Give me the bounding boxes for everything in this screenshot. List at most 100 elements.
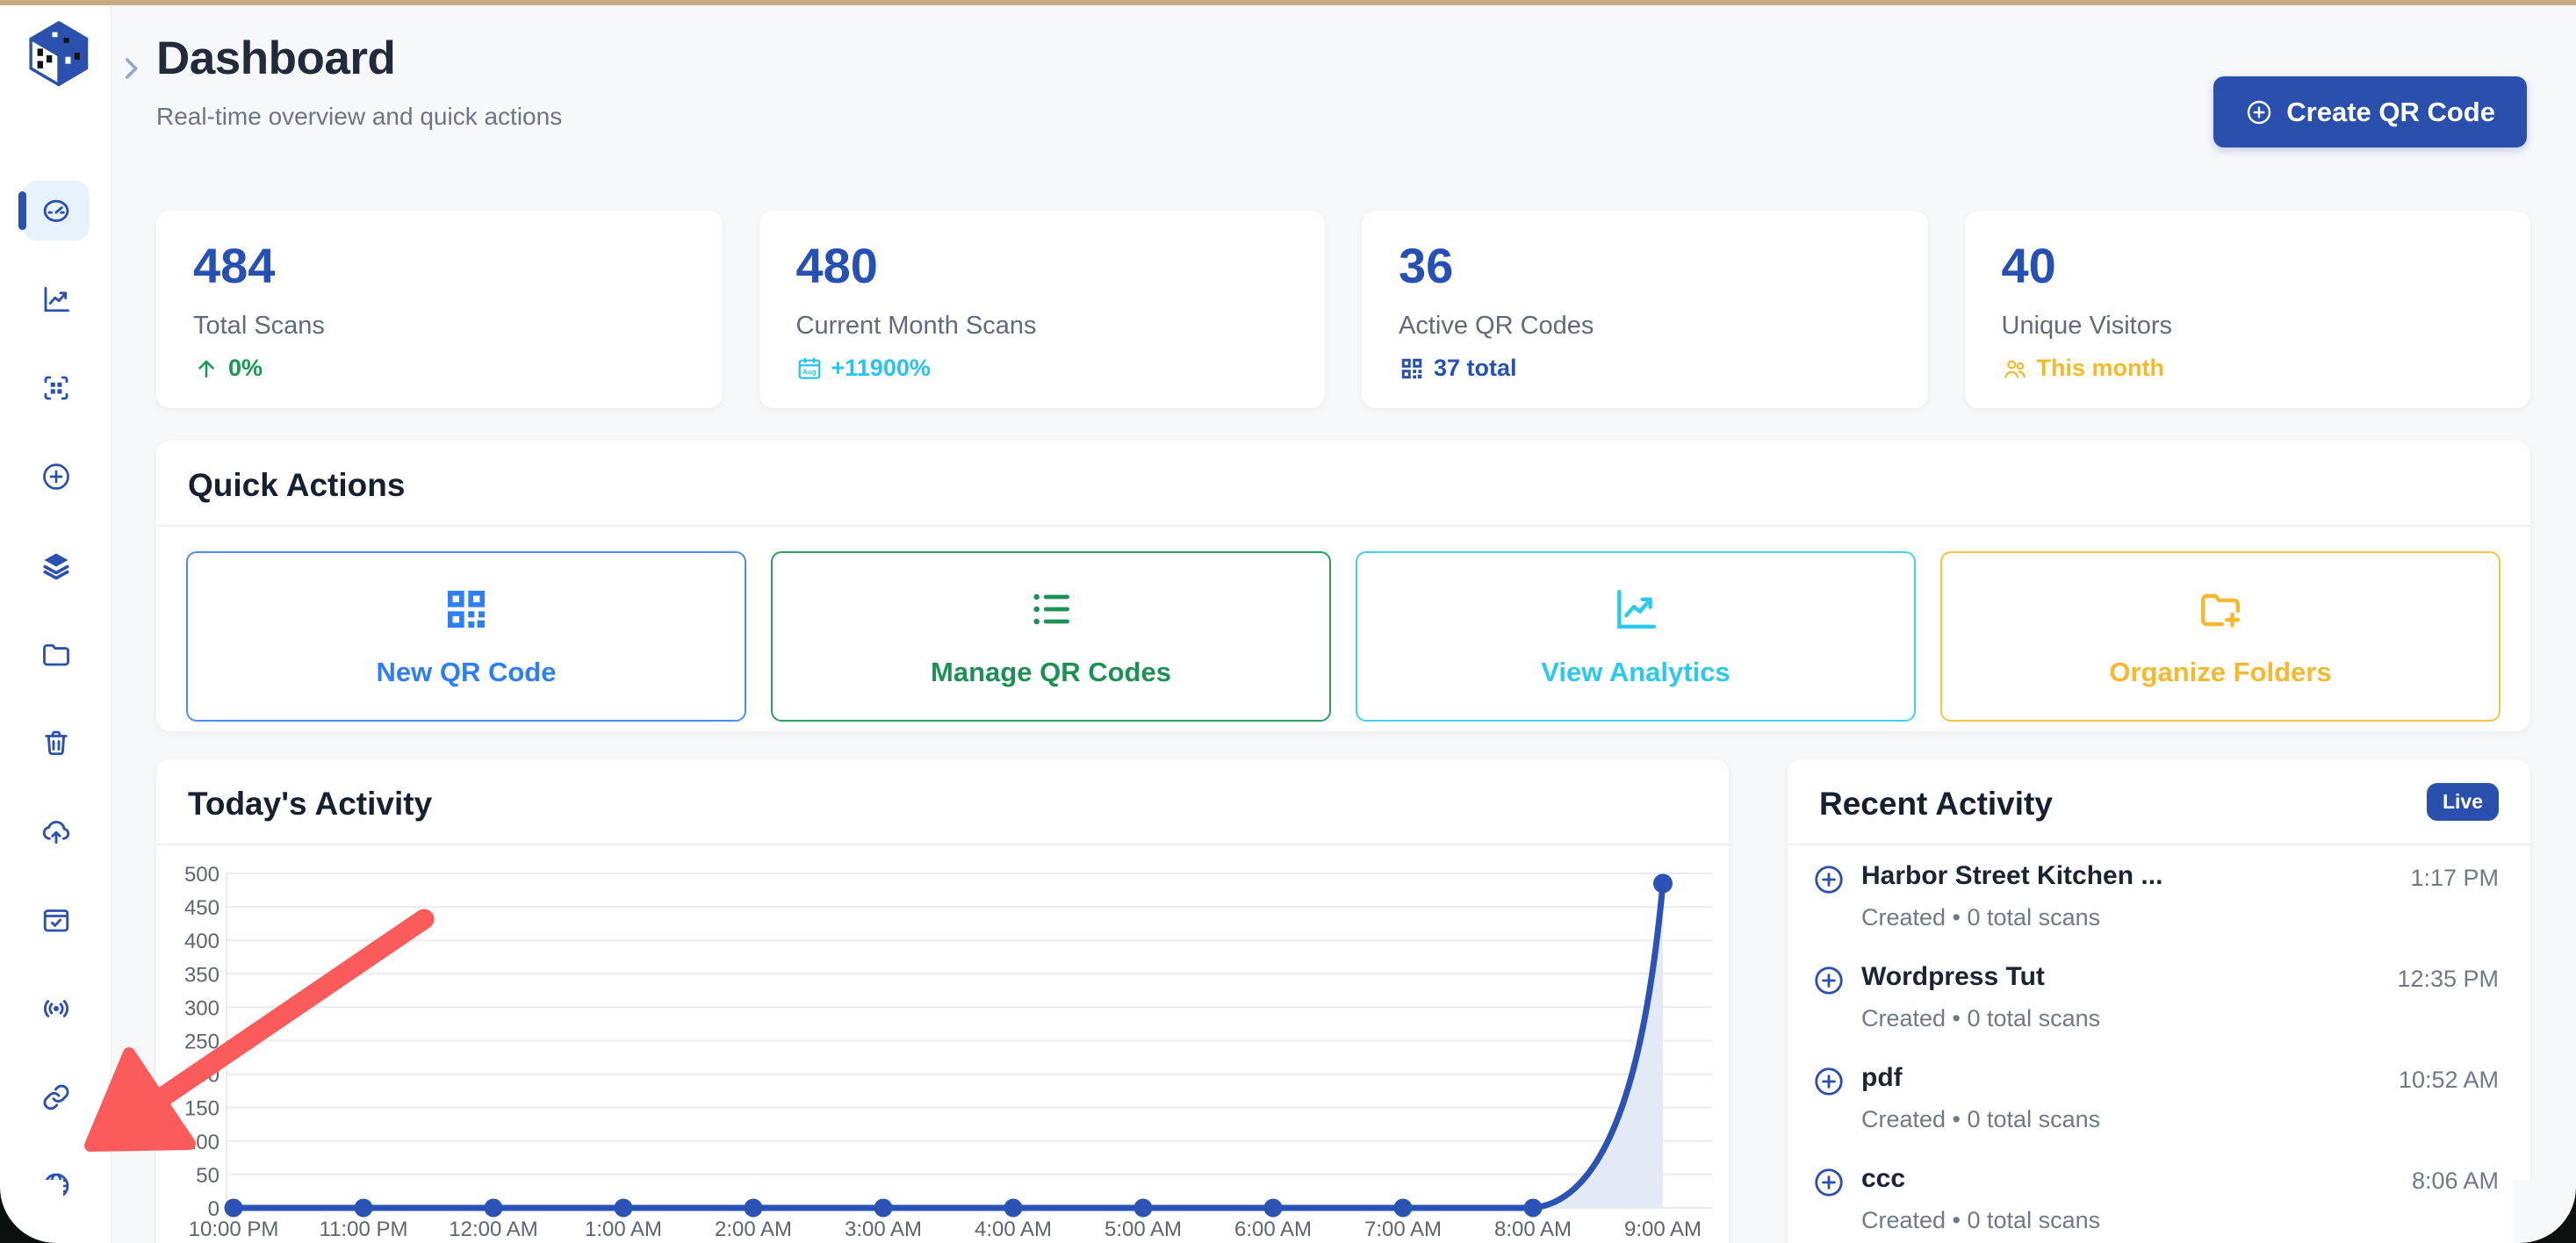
recent-activity-row[interactable]: pdf Created • 0 total scans 10:52 AM [1788, 1047, 2530, 1148]
svg-text:12:00 AM: 12:00 AM [449, 1218, 537, 1241]
sidebar-item-qr-codes[interactable] [23, 358, 90, 418]
svg-text:200: 200 [184, 1064, 219, 1088]
qr-code-icon [1399, 356, 1425, 382]
stat-value: 480 [795, 238, 878, 293]
svg-text:50: 50 [196, 1164, 219, 1188]
plus-circle-icon [1812, 1065, 1846, 1098]
sidebar-item-analytics[interactable] [23, 269, 90, 329]
folder-icon [42, 643, 69, 666]
sidebar-item-schedule[interactable] [23, 890, 90, 950]
sidebar-nav [0, 181, 112, 1216]
layers-icon [42, 553, 69, 580]
activity-time: 8:06 AM [2411, 1168, 2499, 1194]
stat-card-month-scans: 480 Current Month Scans Aug +11900% [759, 211, 1325, 408]
svg-text:3:00 AM: 3:00 AM [845, 1218, 922, 1241]
recent-activity-row[interactable]: ccc Created • 0 total scans 8:06 AM [1788, 1148, 2530, 1243]
recent-activity-panel: Recent Activity Live Harbor Street Kitch… [1788, 759, 2530, 1243]
view-analytics-button[interactable]: View Analytics [1356, 551, 1916, 722]
new-qr-code-button[interactable]: New QR Code [186, 551, 746, 722]
svg-text:4:00 AM: 4:00 AM [975, 1218, 1052, 1241]
sidebar [0, 0, 112, 1243]
sidebar-item-links[interactable] [23, 1067, 90, 1127]
sidebar-item-upload[interactable] [23, 801, 90, 861]
sidebar-item-bulk[interactable] [23, 535, 90, 595]
activity-detail: Created • 0 total scans [1861, 904, 2101, 930]
svg-text:350: 350 [184, 963, 219, 987]
organize-folders-button[interactable]: Organize Folders [1940, 551, 2500, 722]
people-icon [2004, 359, 2026, 377]
svg-text:8:00 AM: 8:00 AM [1494, 1218, 1572, 1241]
activity-time: 10:52 AM [2398, 1067, 2499, 1093]
create-qr-code-button[interactable]: Create QR Code [2213, 76, 2527, 147]
gauge-icon [43, 199, 68, 222]
qr-code-icon [442, 585, 491, 634]
page-title: Dashboard [156, 32, 396, 84]
stat-label: Current Month Scans [795, 312, 1037, 340]
stat-label: Active QR Codes [1399, 312, 1594, 340]
recent-activity-row[interactable]: Wordpress Tut Created • 0 total scans 12… [1788, 946, 2530, 1047]
stat-value: 40 [2001, 238, 2056, 293]
live-badge: Live [2426, 782, 2499, 821]
app-logo[interactable] [19, 14, 98, 93]
stat-card-unique-visitors: 40 Unique Visitors This month [1964, 211, 2530, 408]
activity-title: pdf [1861, 1063, 1903, 1092]
plus-circle-icon [1812, 1166, 1846, 1199]
activity-detail: Created • 0 total scans [1861, 1106, 2101, 1132]
activity-detail: Created • 0 total scans [1861, 1207, 2101, 1233]
svg-text:450: 450 [184, 896, 219, 920]
divider [156, 844, 1729, 845]
sidebar-item-folders[interactable] [23, 624, 90, 684]
svg-text:150: 150 [184, 1097, 219, 1121]
trash-icon [44, 730, 68, 756]
svg-text:0: 0 [208, 1197, 219, 1221]
manage-qr-codes-button[interactable]: Manage QR Codes [771, 551, 1331, 722]
svg-text:11:00 PM: 11:00 PM [320, 1218, 408, 1241]
active-indicator [18, 191, 26, 230]
activity-title: Harbor Street Kitchen ... [1861, 861, 2163, 890]
activity-title: ccc [1861, 1164, 1906, 1193]
divider [1788, 844, 2530, 845]
svg-text:5:00 AM: 5:00 AM [1105, 1218, 1182, 1241]
svg-text:100: 100 [184, 1131, 219, 1154]
line-chart-icon [1611, 585, 1660, 634]
stat-value: 484 [193, 238, 276, 293]
svg-text:2:00 AM: 2:00 AM [715, 1218, 792, 1241]
activity-time: 12:35 PM [2397, 966, 2499, 992]
recent-activity-title: Recent Activity [1819, 786, 2053, 822]
svg-text:500: 500 [184, 863, 219, 887]
list-icon [1033, 593, 1069, 625]
sidebar-item-dashboard[interactable] [18, 181, 90, 241]
activity-time: 1:17 PM [2410, 865, 2499, 891]
activity-detail: Created • 0 total scans [1861, 1005, 2101, 1031]
stat-label: Unique Visitors [2001, 312, 2173, 340]
svg-text:250: 250 [184, 1031, 219, 1054]
stat-trend: 0% [193, 355, 686, 382]
calendar-check-icon [43, 909, 68, 932]
sidebar-item-live[interactable] [23, 979, 90, 1038]
stat-value: 36 [1399, 238, 1454, 293]
recent-activity-row[interactable]: Harbor Street Kitchen ... Created • 0 to… [1788, 845, 2530, 946]
plus-circle-icon [1812, 964, 1846, 997]
quick-actions-title: Quick Actions [188, 467, 406, 503]
broadcast-icon [43, 1000, 68, 1017]
divider [156, 525, 2530, 527]
todays-activity-panel: Today's Activity 0 50 100 150 200 250 300 350 40… [156, 759, 1729, 1243]
sidebar-item-trash[interactable] [23, 713, 90, 772]
stat-label: Total Scans [193, 312, 325, 340]
stat-trend: 37 total [1399, 355, 1891, 382]
stat-trend: Aug +11900% [796, 355, 1289, 382]
line-chart-icon [40, 284, 72, 315]
create-qr-code-label: Create QR Code [2286, 96, 2495, 127]
calendar-icon: Aug [798, 356, 820, 379]
svg-text:400: 400 [184, 930, 219, 953]
link-icon [43, 1084, 68, 1110]
sidebar-item-create[interactable] [23, 447, 90, 507]
svg-text:300: 300 [184, 996, 219, 1020]
stat-card-total-scans: 484 Total Scans 0% [156, 211, 723, 408]
plus-circle-icon [2245, 98, 2273, 126]
plus-circle-icon [40, 461, 72, 492]
screen-corner [0, 1180, 63, 1243]
svg-text:1:00 AM: 1:00 AM [585, 1218, 662, 1241]
arrow-up-icon [198, 360, 214, 377]
chevron-right-icon [125, 58, 138, 79]
